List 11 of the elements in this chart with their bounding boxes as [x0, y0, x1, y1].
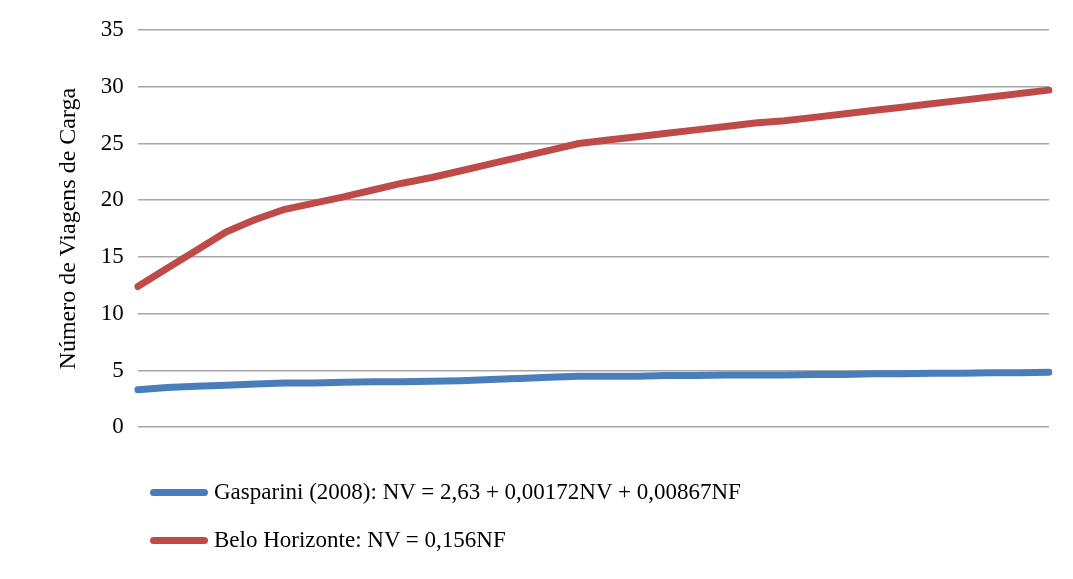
y-tick-label: 20 — [100, 186, 124, 212]
y-tick-label: 0 — [112, 413, 124, 439]
y-tick-label: 25 — [100, 129, 124, 155]
y-tick-label: 30 — [100, 72, 124, 98]
y-tick-label: 15 — [100, 243, 124, 269]
y-axis-title: Número de Viagens de Carga — [53, 87, 80, 370]
y-tick-label: 10 — [100, 299, 124, 325]
legend-label: Belo Horizonte: NV = 0,156NF — [214, 526, 506, 554]
y-tick-label: 5 — [112, 356, 124, 382]
legend-label: Gasparini (2008): NV = 2,63 + 0,00172NV + 0,00867NF — [214, 478, 741, 506]
y-tick-label: 35 — [100, 16, 124, 42]
